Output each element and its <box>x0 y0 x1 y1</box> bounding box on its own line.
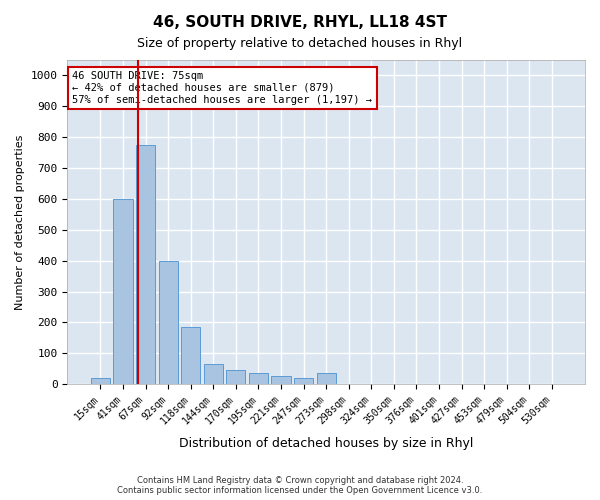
Bar <box>203 364 223 384</box>
Text: Contains HM Land Registry data © Crown copyright and database right 2024.
Contai: Contains HM Land Registry data © Crown c… <box>118 476 482 495</box>
Text: 46 SOUTH DRIVE: 75sqm
← 42% of detached houses are smaller (879)
57% of semi-det: 46 SOUTH DRIVE: 75sqm ← 42% of detached … <box>73 72 373 104</box>
Bar <box>181 327 200 384</box>
Bar <box>113 199 133 384</box>
Bar <box>136 145 155 384</box>
Text: Size of property relative to detached houses in Rhyl: Size of property relative to detached ho… <box>137 38 463 51</box>
Text: 46, SOUTH DRIVE, RHYL, LL18 4ST: 46, SOUTH DRIVE, RHYL, LL18 4ST <box>153 15 447 30</box>
Bar <box>249 374 268 384</box>
Bar <box>294 378 313 384</box>
Bar <box>158 260 178 384</box>
Bar <box>226 370 245 384</box>
Y-axis label: Number of detached properties: Number of detached properties <box>15 134 25 310</box>
Bar <box>91 378 110 384</box>
Bar <box>317 374 336 384</box>
Bar <box>271 376 290 384</box>
X-axis label: Distribution of detached houses by size in Rhyl: Distribution of detached houses by size … <box>179 437 473 450</box>
